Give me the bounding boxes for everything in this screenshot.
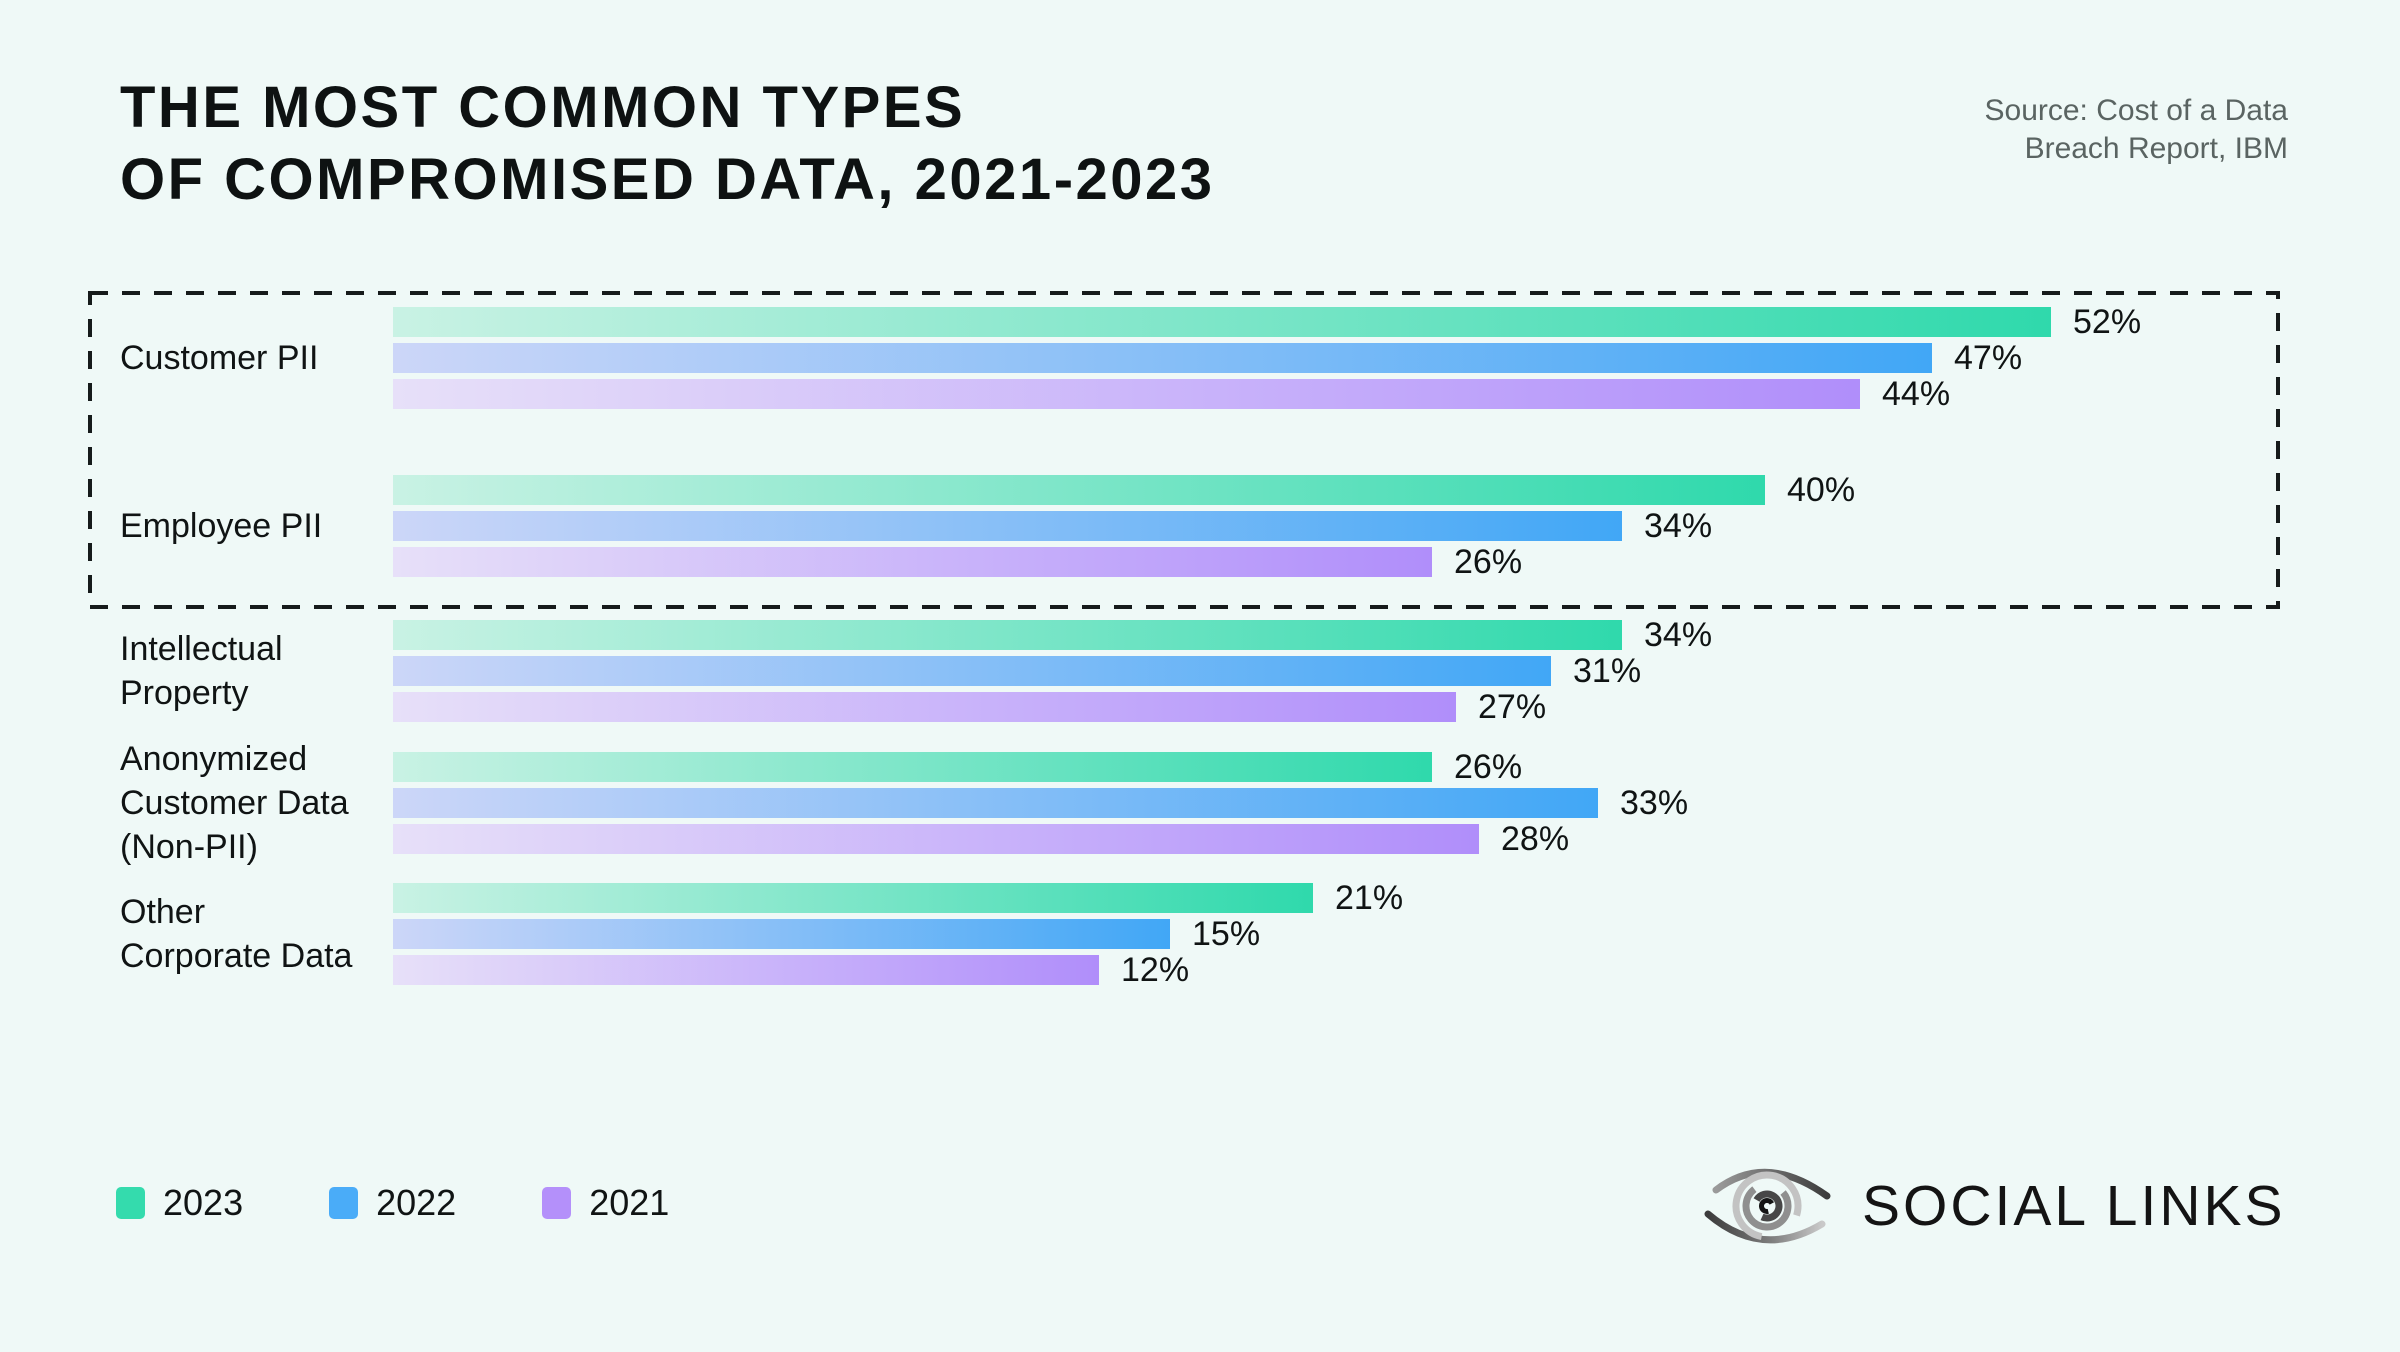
page-title: THE MOST COMMON TYPES OF COMPROMISED DATA… xyxy=(120,72,1215,216)
chart-group: Customer PII 52% 47% 44% xyxy=(120,303,2280,413)
chart-group: Employee PII 40% 34% 26% xyxy=(120,471,2280,581)
legend: 2023 2022 2021 xyxy=(116,1182,669,1224)
bar-row-2023: 21% xyxy=(393,879,2280,917)
bar-row-2022: 47% xyxy=(393,339,2280,377)
bar-2021 xyxy=(393,955,1099,985)
bar-value: 40% xyxy=(1787,470,1856,509)
bar-row-2022: 15% xyxy=(393,915,2280,953)
bar-2023 xyxy=(393,307,2051,337)
legend-label: 2022 xyxy=(376,1182,457,1223)
bar-row-2021: 27% xyxy=(393,688,2280,726)
bar-2021 xyxy=(393,547,1432,577)
bar-value: 52% xyxy=(2073,302,2142,341)
bar-value: 28% xyxy=(1501,819,1570,858)
bar-value: 26% xyxy=(1454,542,1523,581)
bar-value: 26% xyxy=(1454,747,1523,786)
bar-row-2021: 28% xyxy=(393,820,2280,858)
bar-2021 xyxy=(393,379,1860,409)
bar-2022 xyxy=(393,511,1622,541)
legend-label: 2023 xyxy=(163,1182,244,1223)
bar-2022 xyxy=(393,919,1170,949)
brand-name: SOCIAL LINKS xyxy=(1862,1174,2286,1238)
bar-2023 xyxy=(393,475,1765,505)
bar-row-2022: 31% xyxy=(393,652,2280,690)
source-line-1: Source: Cost of a Data xyxy=(1984,94,2289,127)
category-label: Customer PII xyxy=(120,339,319,377)
bar-value: 31% xyxy=(1573,651,1642,690)
bar-row-2023: 34% xyxy=(393,616,2280,654)
bar-row-2021: 12% xyxy=(393,951,2280,989)
legend-item-2023: 2023 xyxy=(116,1182,243,1224)
bar-row-2023: 40% xyxy=(393,471,2280,509)
bar-value: 12% xyxy=(1121,950,1190,989)
category-bars: 40% 34% 26% xyxy=(393,471,2280,581)
bar-2023 xyxy=(393,883,1313,913)
bar-2023 xyxy=(393,620,1622,650)
bar-value: 27% xyxy=(1478,687,1547,726)
bar-value: 34% xyxy=(1644,615,1713,654)
category-label: Intellectual Property xyxy=(120,630,283,712)
legend-swatch-icon xyxy=(542,1187,572,1219)
bar-value: 33% xyxy=(1620,783,1689,822)
bar-value: 47% xyxy=(1954,338,2023,377)
source-line-2: Breach Report, IBM xyxy=(2024,132,2288,165)
legend-label: 2021 xyxy=(589,1182,670,1223)
bar-value: 15% xyxy=(1192,914,1261,953)
category-bars: 26% 33% 28% xyxy=(393,748,2280,858)
chart-group: Intellectual Property 34% 31% 27% xyxy=(120,616,2280,726)
bar-row-2022: 33% xyxy=(393,784,2280,822)
category-label: Anonymized Customer Data (Non-PII) xyxy=(120,740,349,866)
legend-swatch-icon xyxy=(116,1187,145,1219)
bar-2023 xyxy=(393,752,1432,782)
brand-logo: SOCIAL LINKS xyxy=(1700,1150,2286,1262)
category-bars: 52% 47% 44% xyxy=(393,303,2280,413)
bar-row-2021: 44% xyxy=(393,375,2280,413)
bar-value: 21% xyxy=(1335,878,1404,917)
legend-swatch-icon xyxy=(329,1187,359,1219)
bar-value: 44% xyxy=(1882,374,1951,413)
eye-logo-icon xyxy=(1704,1169,1831,1244)
chart-group: Other Corporate Data 21% 15% 12% xyxy=(120,879,2280,989)
legend-item-2022: 2022 xyxy=(329,1182,456,1224)
category-label: Employee PII xyxy=(120,507,323,545)
category-label: Other Corporate Data xyxy=(120,893,353,975)
bar-row-2023: 26% xyxy=(393,748,2280,786)
bar-2021 xyxy=(393,824,1479,854)
bar-row-2023: 52% xyxy=(393,303,2280,341)
chart-group: Anonymized Customer Data (Non-PII) 26% 33% 28… xyxy=(120,740,2280,866)
bar-value: 34% xyxy=(1644,506,1713,545)
category-bars: 34% 31% 27% xyxy=(393,616,2280,726)
source-note: Source: Cost of a Data Breach Report, IBM xyxy=(1985,92,2289,168)
title-line-1: THE MOST COMMON TYPES xyxy=(120,75,966,140)
bar-2022 xyxy=(393,656,1551,686)
bar-row-2022: 34% xyxy=(393,507,2280,545)
bar-2021 xyxy=(393,692,1456,722)
bar-2022 xyxy=(393,343,1932,373)
legend-item-2021: 2021 xyxy=(542,1182,669,1224)
title-line-2: OF COMPROMISED DATA, 2021-2023 xyxy=(120,147,1215,212)
bar-row-2021: 26% xyxy=(393,543,2280,581)
bar-2022 xyxy=(393,788,1598,818)
category-bars: 21% 15% 12% xyxy=(393,879,2280,989)
